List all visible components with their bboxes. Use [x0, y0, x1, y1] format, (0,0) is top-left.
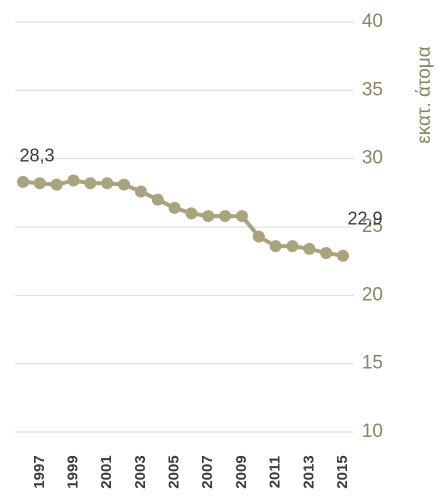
y-tick-label: 30: [362, 148, 383, 169]
x-tick-label: 1997: [31, 455, 48, 488]
point: [269, 240, 282, 253]
x-tick-label: 2013: [300, 455, 317, 488]
value-label: 28,3: [19, 146, 54, 166]
point: [235, 210, 248, 223]
y-tick-label: 15: [362, 353, 383, 374]
point: [50, 178, 63, 191]
y-tick-label: 10: [362, 421, 383, 442]
y-axis-label: εκατ. άτομα: [414, 46, 435, 144]
x-tick-label: 2001: [98, 455, 115, 488]
y-tick-label: 25: [362, 216, 383, 237]
point: [320, 246, 333, 259]
point: [17, 175, 29, 188]
x-tick-label: 2009: [233, 455, 250, 488]
point: [303, 242, 316, 255]
point: [202, 210, 215, 223]
point: [337, 249, 349, 262]
x-tick-label: 2005: [166, 455, 183, 488]
point: [151, 193, 164, 206]
point: [168, 201, 181, 214]
point: [101, 177, 114, 190]
y-tick-label: 20: [362, 284, 383, 305]
point: [33, 177, 46, 190]
point: [219, 210, 232, 223]
point: [286, 240, 299, 253]
y-tick-label: 35: [362, 79, 383, 100]
point: [67, 174, 80, 187]
y-tick-label: 40: [362, 11, 383, 32]
point: [134, 185, 147, 198]
value-label: 22,9: [347, 208, 382, 228]
x-tick-label: 2007: [199, 455, 216, 488]
point: [84, 177, 97, 190]
point: [118, 178, 131, 191]
x-tick-label: 1999: [64, 455, 81, 488]
x-tick-label: 2003: [132, 455, 149, 488]
point: [252, 230, 265, 243]
point: [185, 207, 198, 220]
x-tick-label: 2015: [334, 455, 351, 488]
x-tick-label: 2011: [267, 456, 284, 489]
